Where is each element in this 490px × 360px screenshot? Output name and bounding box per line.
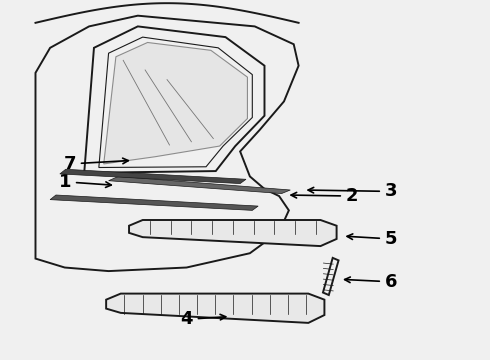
Text: 7: 7 [63,155,128,173]
Polygon shape [104,42,247,164]
Text: 3: 3 [308,183,397,201]
Text: 4: 4 [180,310,226,328]
Polygon shape [60,169,246,184]
Polygon shape [129,220,337,246]
Text: 6: 6 [344,273,397,291]
Text: 2: 2 [291,187,359,205]
Text: 5: 5 [347,230,397,248]
Polygon shape [50,195,258,210]
Polygon shape [109,176,290,194]
Polygon shape [106,294,324,323]
Text: 1: 1 [58,173,111,191]
